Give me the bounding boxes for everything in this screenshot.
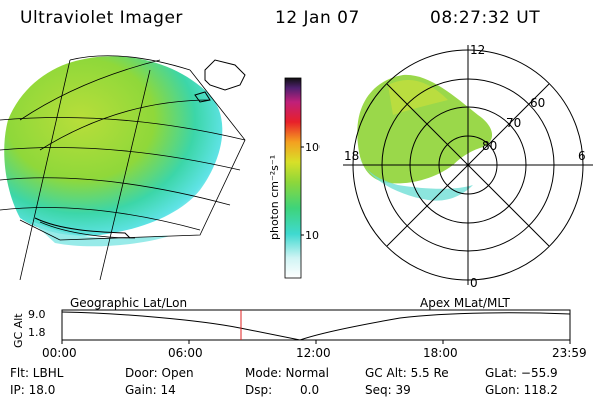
time-label: 08:27:32 UT bbox=[430, 8, 541, 28]
glat-info: GLat: −55.9 bbox=[485, 366, 558, 380]
mlt-label-0: 0 bbox=[470, 276, 478, 290]
timeline-x-tick-2359: 23:59 bbox=[552, 346, 587, 360]
timeline-x-tick-0000: 00:00 bbox=[42, 346, 77, 360]
flt-info: Flt: LBHL bbox=[10, 366, 64, 380]
colorbar-unit-label: photon cm⁻²s⁻¹ bbox=[268, 155, 281, 240]
altitude-timeline: GC Alt 9.0 1.8 bbox=[12, 308, 571, 348]
geographic-map bbox=[0, 55, 246, 280]
coastlines bbox=[34, 59, 246, 239]
apex-caption: Apex MLat/MLT bbox=[420, 296, 510, 310]
colorbar: 100 10 photon cm⁻²s⁻¹ bbox=[268, 77, 320, 279]
geographic-caption: Geographic Lat/Lon bbox=[70, 296, 188, 310]
timeline-ticks bbox=[61, 340, 571, 344]
timeline-x-tick-0600: 06:00 bbox=[168, 346, 203, 360]
aurora-emission bbox=[4, 56, 223, 236]
ip-info: IP: 18.0 bbox=[10, 383, 56, 397]
colorbar-scale bbox=[284, 77, 302, 279]
polar-plot: 12 18 6 0 60 70 80 bbox=[343, 45, 593, 290]
mlt-label-12: 12 bbox=[470, 45, 485, 57]
door-info: Door: Open bbox=[125, 366, 194, 380]
dsp-label: Dsp: bbox=[245, 383, 273, 397]
timeline-y-label: GC Alt bbox=[12, 313, 25, 348]
mlt-label-18: 18 bbox=[344, 149, 359, 163]
timeline-x-tick-1800: 18:00 bbox=[423, 346, 458, 360]
date-label: 12 Jan 07 bbox=[275, 8, 360, 28]
mlat-label-80: 80 bbox=[482, 139, 497, 153]
mode-info: Mode: Normal bbox=[245, 366, 329, 380]
page-title: Ultraviolet Imager bbox=[20, 8, 183, 28]
colorbar-tick-10: 10 bbox=[305, 229, 319, 242]
timeline-x-tick-1200: 12:00 bbox=[296, 346, 331, 360]
altitude-curve bbox=[61, 311, 571, 341]
gc-alt-info: GC Alt: 5.5 Re bbox=[365, 366, 449, 380]
mlat-label-60: 60 bbox=[530, 96, 545, 110]
colorbar-tick-100: 100 bbox=[305, 141, 320, 154]
timeline-y-tick-1-8: 1.8 bbox=[28, 326, 46, 339]
seq-info: Seq: 39 bbox=[365, 383, 411, 397]
timeline-y-tick-9: 9.0 bbox=[28, 308, 46, 321]
mlat-label-70: 70 bbox=[506, 116, 521, 130]
dsp-value: 0.0 bbox=[300, 383, 320, 397]
glon-info: GLon: 118.2 bbox=[485, 383, 558, 397]
gain-info: Gain: 14 bbox=[125, 383, 176, 397]
mlt-label-6: 6 bbox=[578, 149, 586, 163]
